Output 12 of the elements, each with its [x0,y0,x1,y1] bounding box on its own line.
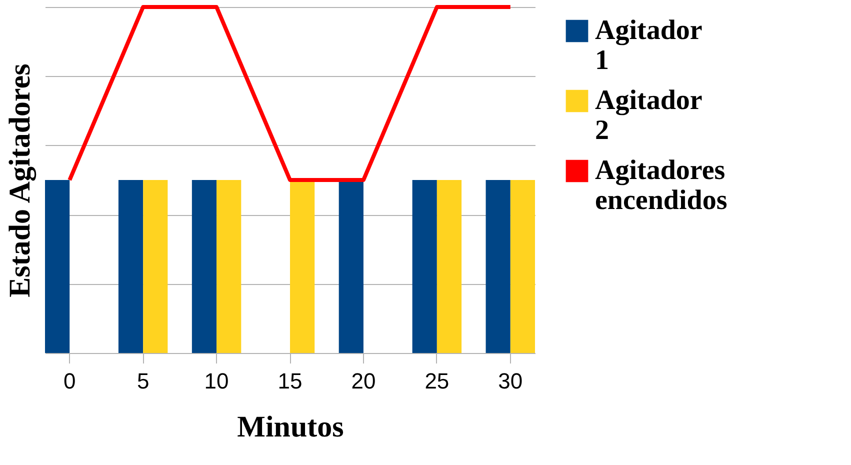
x-axis-title: Minutos [237,410,344,444]
x-tick-label: 20 [351,368,376,394]
x-tick-label: 0 [63,368,76,394]
x-tick-label: 5 [136,368,150,394]
legend-label: Agitadores encendidos [595,155,728,216]
x-tick-label: 25 [424,368,450,394]
x-tick-label: 15 [278,368,302,394]
x-tick-label: 30 [498,368,523,394]
y-axis-title: Estado Agitadores [4,64,36,298]
legend-label: Agitador 2 [595,85,702,146]
x-tick-label: 10 [204,368,229,394]
legend-label: Agitador 1 [595,15,702,76]
